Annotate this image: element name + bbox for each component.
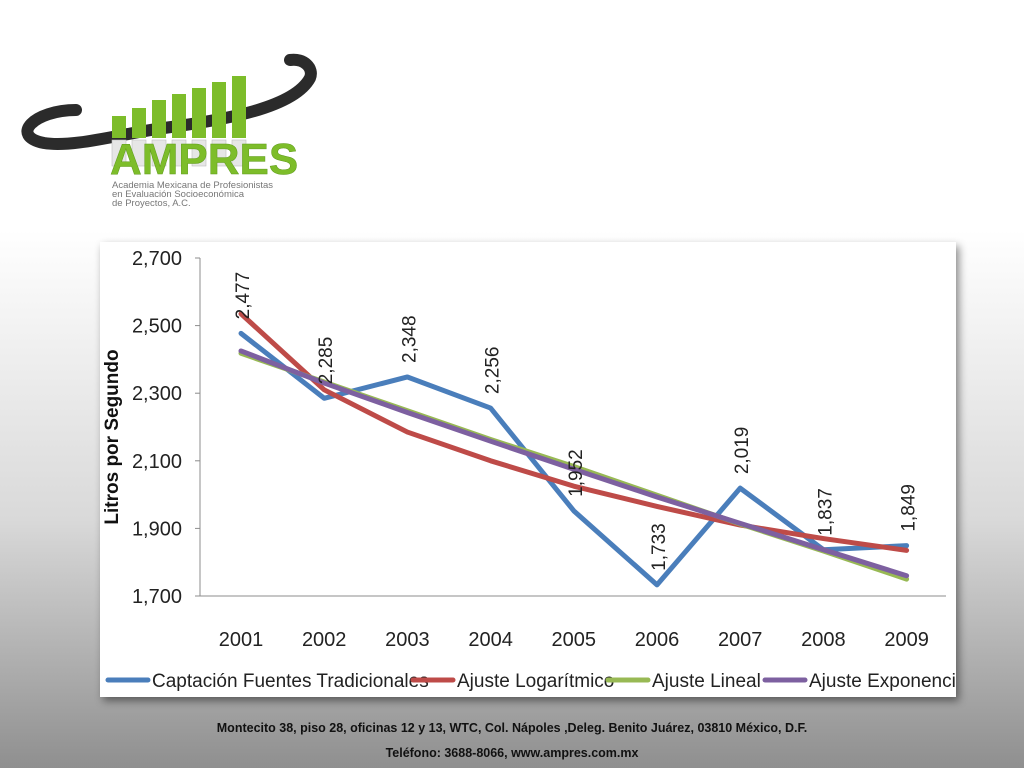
- chart-card: 1,700 1,900 2,100 2,300 2,500 2,700 2001 2002 20…: [100, 242, 956, 697]
- legend-label: Ajuste Lineal: [652, 671, 761, 692]
- y-tick-label: 2,300: [132, 383, 182, 405]
- logo-graphic: AMPRES: [21, 53, 317, 184]
- logo-bar: [172, 94, 186, 138]
- x-tick-label: 2007: [718, 629, 763, 651]
- x-tick-label: 2009: [884, 629, 929, 651]
- y-tick-label: 2,500: [132, 316, 182, 338]
- logo-ring-back: [21, 104, 170, 150]
- x-tick-label: 2001: [219, 629, 264, 651]
- logo-bar: [112, 116, 126, 138]
- logo-bars: [111, 76, 247, 167]
- logo-bar-reflection: [211, 139, 227, 167]
- chart-axes: 1,700 1,900 2,100 2,300 2,500 2,700 2001 2002 20…: [102, 248, 946, 651]
- x-tick-label: 2003: [385, 629, 430, 651]
- legend-label: Captación Fuentes Tradicionales: [152, 671, 429, 692]
- x-tick-label: 2004: [468, 629, 512, 651]
- logo-bar: [132, 108, 146, 138]
- logo-bar-reflection: [111, 139, 127, 167]
- logo-bar: [212, 82, 226, 138]
- y-tick-label: 1,700: [132, 586, 182, 608]
- data-label: 1,733: [649, 523, 670, 571]
- logo-bar: [152, 100, 166, 138]
- line-chart: 1,700 1,900 2,100 2,300 2,500 2,700 2001 2002 20…: [102, 248, 956, 692]
- data-label: 1,849: [899, 484, 920, 532]
- data-label: 2,285: [316, 337, 337, 385]
- data-label: 1,952: [566, 449, 587, 497]
- y-tick-label: 1,900: [132, 518, 182, 540]
- logo-wordmark: AMPRES: [110, 135, 298, 184]
- ampres-logo: AMPRES Academia Mexicana de Profesionist…: [14, 48, 324, 218]
- logo-bar: [192, 88, 206, 138]
- data-label: 2,256: [483, 347, 504, 395]
- logo-ring-front: [158, 53, 317, 134]
- logo-subtitle-line-3: de Proyectos, A.C.: [112, 198, 191, 209]
- data-label: 2,477: [233, 272, 254, 320]
- chart-data-labels: 2,477 2,285 2,348 2,256 1,952 1,733 2,019 1,837…: [233, 272, 920, 571]
- logo-bar-reflection: [131, 139, 147, 167]
- chart-series: [238, 311, 910, 588]
- logo-bar-reflection: [191, 139, 207, 167]
- data-label: 1,837: [815, 488, 836, 536]
- legend-label: Ajuste Logarítmico: [457, 671, 614, 692]
- x-tick-label: 2005: [552, 629, 597, 651]
- y-tick-label: 2,700: [132, 248, 182, 270]
- logo-bar-reflection: [171, 139, 187, 167]
- logo-bar-reflection: [231, 139, 247, 167]
- y-tick-label: 2,100: [132, 451, 182, 473]
- x-tick-label: 2006: [635, 629, 680, 651]
- data-label: 2,348: [399, 315, 420, 363]
- footer-contact: Teléfono: 3688-8066, www.ampres.com.mx: [385, 746, 639, 760]
- data-label: 2,019: [732, 427, 753, 475]
- logo-subtitle-line-2: en Evaluación Socioeconómica: [112, 189, 245, 200]
- x-tick-label: 2002: [302, 629, 347, 651]
- chart-legend: Captación Fuentes Tradicionales Ajuste Lo…: [105, 671, 956, 692]
- logo-bar-reflection: [151, 139, 167, 167]
- legend-label: Ajuste Exponencial: [809, 671, 956, 692]
- logo-bar: [232, 76, 246, 138]
- series-line-2: [238, 311, 910, 553]
- x-tick-label: 2008: [801, 629, 846, 651]
- logo-subtitle-line-1: Academia Mexicana de Profesionistas: [112, 180, 274, 191]
- y-axis-title: Litros por Segundo: [102, 349, 123, 524]
- footer-address: Montecito 38, piso 28, oficinas 12 y 13,…: [216, 721, 808, 735]
